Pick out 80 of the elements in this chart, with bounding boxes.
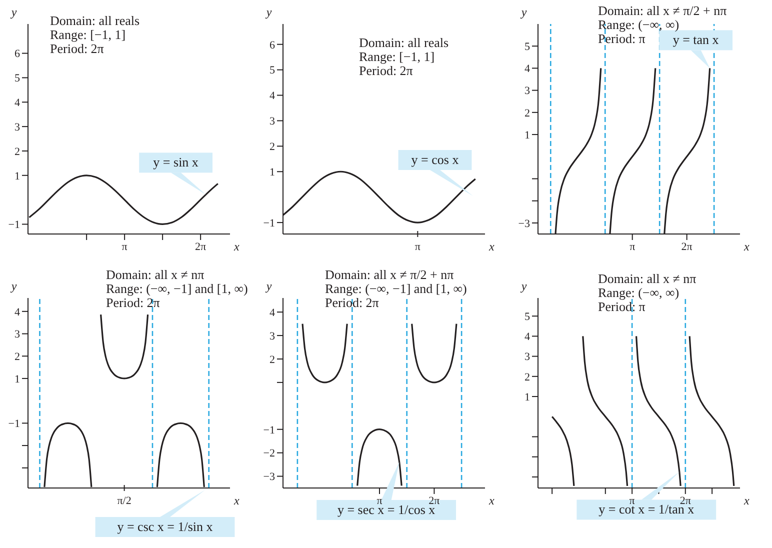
annotation: Range: [−1, 1] (50, 27, 127, 42)
y-tick-label: 4 (14, 97, 20, 110)
x-tick-label: π (414, 241, 421, 253)
text: Domain: all x ≠ nπ (598, 271, 696, 286)
text: Range: (−∞, −1] and [1, ∞) (325, 281, 467, 296)
y-tick-label: 2 (14, 146, 20, 158)
x-tick-label: π/2 (117, 495, 132, 507)
y-axis-title: y (10, 279, 18, 293)
annotation: Period: 2π (106, 295, 160, 310)
annotation: Period: π (598, 31, 646, 46)
annotation: Range: (−∞, ∞) (598, 285, 680, 300)
annotation: Period: π (598, 299, 646, 314)
y-tick-label: 6 (270, 39, 276, 52)
annotation: Domain: all reals (50, 13, 140, 28)
text: Range: (−∞, −1] and [1, ∞) (106, 281, 248, 296)
x-tick-label: 2π (195, 240, 207, 253)
y-tick-label: 5 (270, 64, 276, 77)
x-tick-label: π (376, 494, 383, 507)
y-tick-label: 2 (270, 354, 275, 366)
y-tick-label: 2 (14, 351, 20, 364)
x-tick-label: π (630, 240, 636, 253)
y-tick-label: −1 (263, 424, 275, 436)
y-tick-label: 4 (270, 90, 276, 102)
y-tick-label: 1 (14, 170, 20, 182)
x-tick-label: π (122, 240, 128, 253)
y-tick-label: 3 (524, 351, 530, 364)
y-tick-label: 3 (270, 116, 276, 128)
y-tick-label: 2 (270, 141, 275, 154)
x-axis-title: x (233, 493, 240, 508)
y-tick-label: 1 (270, 166, 275, 179)
text: Domain: all x ≠ π/2 + nπ (325, 267, 455, 282)
annotation: Range: [−1, 1] (359, 49, 436, 64)
x-tick-label: 2π (681, 240, 693, 253)
annotation: Domain: all reals (359, 35, 449, 50)
y-tick-label: 1 (524, 129, 530, 142)
y-tick-label: 5 (14, 72, 20, 85)
annotation: y = sin x (153, 154, 199, 170)
x-tick-label: 2π (680, 494, 692, 507)
y-tick-label: −3 (263, 471, 276, 484)
y-tick-label: −2 (263, 448, 275, 460)
y-tick-label: 2 (524, 371, 530, 384)
x-axis-title: x (743, 239, 750, 254)
y-tick-label: 4 (524, 331, 530, 344)
y-tick-label: 4 (14, 306, 20, 318)
annotation: y = tan x (672, 32, 720, 48)
y-axis-title: y (10, 5, 18, 19)
y-tick-label: −1 (8, 418, 20, 430)
y-tick-label: 5 (524, 311, 530, 323)
y-tick-label: 4 (270, 306, 276, 319)
annotation: Period: 2π (359, 63, 414, 78)
x-axis-title: x (743, 493, 750, 508)
y-axis-title: y (520, 279, 528, 293)
text: Domain: all x ≠ nπ (106, 267, 206, 282)
y-tick-label: 4 (524, 63, 530, 76)
annotation: Period: 2π (50, 41, 105, 56)
x-axis-title: x (488, 493, 495, 508)
y-tick-label: 2 (524, 107, 530, 120)
y-tick-label: −1 (263, 217, 275, 230)
x-tick-label: π (629, 494, 636, 507)
annotation: y = cos x (411, 152, 460, 167)
y-tick-label: 1 (524, 391, 530, 404)
x-tick-label: 2π (428, 494, 440, 507)
y-tick-label: 3 (524, 85, 530, 98)
x-axis-title: x (488, 239, 495, 254)
y-axis-title: y (265, 279, 272, 293)
y-axis-title: y (265, 5, 272, 19)
text: Domain: all x ≠ π/2 + nπ (598, 3, 727, 18)
text: y = csc x = 1/sin x (117, 519, 214, 534)
y-tick-label: 3 (14, 328, 20, 341)
x-axis-title: x (233, 239, 240, 254)
y-tick-label: 3 (270, 330, 276, 342)
annotation: Range: (−∞, ∞) (598, 17, 680, 32)
y-tick-label: −1 (8, 219, 20, 232)
y-tick-label: −3 (518, 218, 530, 230)
y-axis-title: y (520, 5, 528, 19)
y-tick-label: 6 (14, 48, 20, 60)
annotation: Period: 2π (325, 295, 379, 310)
y-tick-label: 1 (14, 373, 20, 386)
y-tick-label: 5 (524, 41, 530, 54)
y-tick-label: 3 (14, 121, 20, 134)
